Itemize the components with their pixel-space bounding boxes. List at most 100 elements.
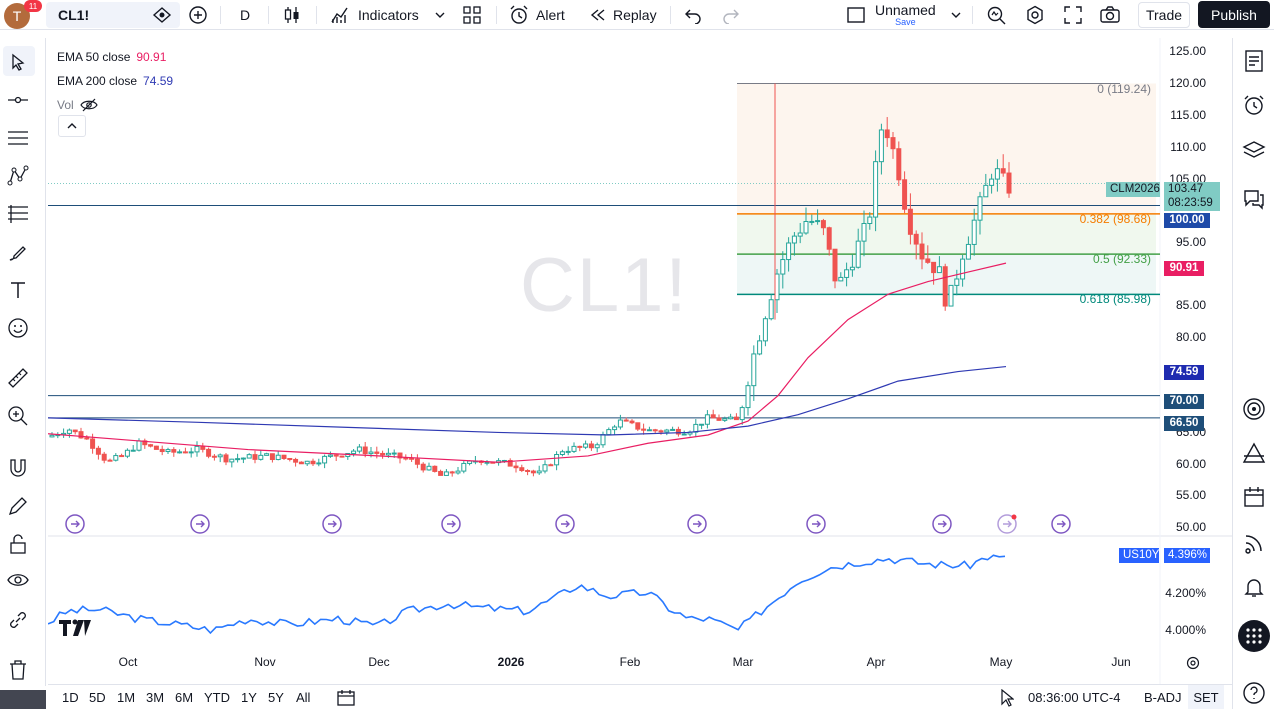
session-toggle[interactable]: SET <box>1188 685 1224 709</box>
settings-gear-icon[interactable] <box>1025 0 1045 30</box>
layers-icon[interactable] <box>1241 138 1267 164</box>
help-icon[interactable] <box>1241 680 1267 706</box>
candle-body <box>629 420 635 424</box>
candle-body <box>84 437 90 440</box>
link-icon[interactable] <box>6 608 30 632</box>
candle-body <box>664 429 670 433</box>
range-button[interactable]: All <box>296 690 311 705</box>
text-tool-icon[interactable] <box>6 278 30 302</box>
lock-icon[interactable] <box>6 532 30 556</box>
eye-crossed-icon[interactable] <box>79 98 98 112</box>
chat-icon[interactable] <box>1241 186 1267 212</box>
indicators-button[interactable]: Indicators <box>330 0 419 30</box>
trash-icon[interactable] <box>6 658 30 682</box>
ideas-icon[interactable] <box>1241 440 1267 466</box>
price-chart[interactable] <box>48 38 1232 684</box>
range-button[interactable]: 1M <box>117 690 136 705</box>
alerts-clock-icon[interactable] <box>1241 92 1267 118</box>
watchlist-icon[interactable] <box>1241 48 1267 74</box>
candle-body <box>757 340 763 355</box>
legend-volume[interactable]: Vol <box>57 93 173 117</box>
range-button[interactable]: 1Y <box>241 690 257 705</box>
calendar-icon[interactable] <box>1241 484 1267 510</box>
time-axis-settings-icon[interactable] <box>1186 656 1200 675</box>
layout-name[interactable]: Unnamed Save <box>875 0 936 30</box>
horizontal-lines-icon[interactable] <box>6 126 30 150</box>
candle-body <box>339 455 345 458</box>
fullscreen-icon[interactable] <box>1063 0 1083 30</box>
fib-zone-top <box>737 83 1156 214</box>
magnet-icon[interactable] <box>6 456 30 480</box>
camera-icon[interactable] <box>1099 0 1121 30</box>
time-tick-label: Mar <box>732 655 754 669</box>
layout-chevron-down-icon[interactable] <box>950 0 962 30</box>
adjustment-toggle[interactable]: B-ADJ <box>1144 690 1182 705</box>
layout-square-icon[interactable] <box>846 0 866 30</box>
range-button[interactable]: 1D <box>62 690 79 705</box>
candle-body <box>588 443 594 449</box>
fib-retracement-icon[interactable] <box>6 202 30 226</box>
fib-level-0: 0 (119.24) <box>1097 82 1151 96</box>
pencil-lock-icon[interactable] <box>6 494 30 518</box>
event-arrow <box>447 520 456 528</box>
tradingview-logo-icon[interactable] <box>58 618 92 641</box>
range-button[interactable]: 3M <box>146 690 165 705</box>
candle-body <box>449 471 455 474</box>
candle-body <box>148 444 154 447</box>
candle-body <box>403 457 409 460</box>
symbol-search[interactable]: CL1! <box>46 2 180 28</box>
compare-add-icon[interactable] <box>188 0 208 30</box>
trade-button[interactable]: Trade <box>1138 2 1190 28</box>
notifications-bell-icon[interactable] <box>1241 574 1267 600</box>
templates-icon[interactable] <box>462 0 482 30</box>
legend-ema200[interactable]: EMA 200 close 74.59 <box>57 69 173 93</box>
watchlist-add-icon[interactable] <box>152 0 172 30</box>
emoji-icon[interactable] <box>6 316 30 340</box>
zoom-in-icon[interactable] <box>6 404 30 428</box>
candle-body <box>971 219 977 245</box>
pattern-tool-icon[interactable] <box>6 164 30 188</box>
redo-icon[interactable] <box>722 0 740 30</box>
range-button[interactable]: 6M <box>175 690 194 705</box>
candle-body <box>902 179 908 210</box>
ema200-tag: 74.59 <box>1164 365 1204 380</box>
candle-body <box>374 451 380 454</box>
trend-line-icon[interactable] <box>6 88 30 112</box>
clock-label[interactable]: 08:36:00 UTC-4 <box>1028 690 1121 705</box>
chevron-down-icon[interactable] <box>434 0 446 30</box>
range-button[interactable]: 5D <box>89 690 106 705</box>
interval-button[interactable]: D <box>240 0 250 30</box>
alert-button[interactable]: Alert <box>508 0 565 30</box>
candle-body <box>455 470 461 474</box>
quick-search-icon[interactable] <box>985 0 1007 30</box>
broadcast-icon[interactable] <box>1241 530 1267 556</box>
ruler-icon[interactable] <box>6 366 30 390</box>
candle-body <box>90 438 96 449</box>
range-button[interactable]: 5Y <box>268 690 284 705</box>
undo-icon[interactable] <box>684 0 702 30</box>
candle-body <box>896 148 902 181</box>
candle-body <box>194 445 200 453</box>
candle-body <box>983 184 989 198</box>
candle-body <box>890 137 896 150</box>
event-alert-dot <box>1011 514 1017 520</box>
replay-button[interactable]: Replay <box>589 0 657 30</box>
candle-type-icon[interactable] <box>282 0 302 30</box>
publish-button[interactable]: Publish <box>1198 1 1270 28</box>
legend-ema50[interactable]: EMA 50 close 90.91 <box>57 45 173 69</box>
layout-save-status: Save <box>895 17 916 27</box>
legend-collapse-button[interactable] <box>58 115 86 137</box>
candle-body <box>443 471 449 476</box>
target-icon[interactable] <box>1241 396 1267 422</box>
cursor-icon[interactable] <box>6 50 30 74</box>
date-range-calendar-icon[interactable] <box>336 685 356 709</box>
brush-icon[interactable] <box>6 240 30 264</box>
apps-grid-icon[interactable] <box>1238 620 1270 652</box>
candle-body <box>565 450 571 453</box>
eye-icon[interactable] <box>6 568 30 592</box>
alarm-clock-icon <box>510 5 528 24</box>
candle-body <box>623 419 629 422</box>
bottom-toolbar: 1D 5D 1M 3M 6M YTD 1Y 5Y All 08:36:00 UTC-4 B-AD… <box>48 684 1232 709</box>
candle-body <box>258 454 264 460</box>
range-button[interactable]: YTD <box>204 690 230 705</box>
